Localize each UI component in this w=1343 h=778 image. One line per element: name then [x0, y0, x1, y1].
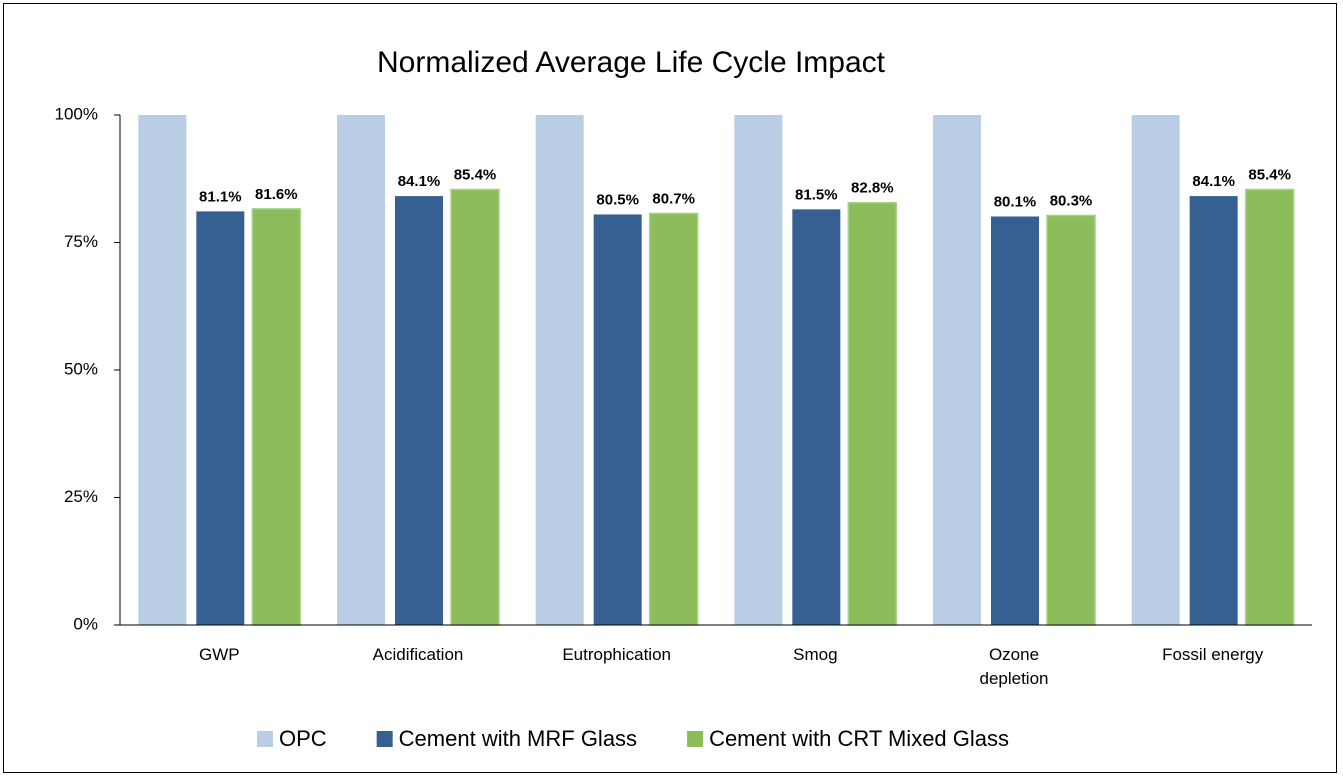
bar	[1046, 214, 1096, 626]
y-tick-label: 50%	[64, 359, 98, 378]
data-label: 85.4%	[454, 166, 497, 183]
x-tick-label: Acidification	[372, 645, 464, 664]
y-tick-label: 25%	[64, 487, 98, 506]
bar	[535, 115, 584, 625]
data-label: 80.7%	[652, 190, 695, 207]
bar	[734, 115, 783, 625]
bar	[1244, 188, 1295, 626]
legend-label: Cement with MRF Glass	[399, 726, 637, 751]
chart-title: Normalized Average Life Cycle Impact	[377, 46, 886, 79]
bar	[196, 211, 245, 625]
legend-swatch	[256, 731, 273, 747]
bar	[450, 188, 500, 626]
bar	[1189, 196, 1238, 625]
x-tick-label: Eutrophication	[562, 645, 671, 664]
bar	[1131, 115, 1180, 625]
legend-item: OPC	[256, 726, 327, 751]
bar	[792, 209, 841, 625]
data-label: 81.5%	[795, 186, 838, 203]
chart-border	[3, 3, 1337, 773]
legend-swatch	[376, 731, 393, 747]
bar	[991, 216, 1039, 626]
data-label: 82.8%	[851, 180, 894, 197]
legend-item: Cement with CRT Mixed Glass	[687, 726, 1009, 751]
y-tick-label: 75%	[64, 232, 98, 251]
data-label: 81.1%	[199, 188, 242, 205]
x-tick-label: Smog	[793, 645, 838, 664]
bar	[251, 208, 302, 626]
legend-label: OPC	[279, 726, 327, 751]
legend-swatch	[687, 731, 704, 747]
bar	[933, 115, 981, 625]
bar	[395, 196, 443, 625]
data-label: 81.6%	[255, 186, 298, 203]
x-tick-label: GWP	[199, 645, 240, 664]
data-label: 85.4%	[1248, 166, 1291, 183]
bar	[648, 212, 699, 626]
data-label: 80.5%	[596, 191, 639, 208]
data-label: 84.1%	[398, 173, 441, 190]
x-tick-label: Ozone depletion	[979, 645, 1049, 688]
y-tick-label: 100%	[55, 104, 98, 123]
data-label: 84.1%	[1192, 173, 1235, 190]
x-tick-label: Fossil energy	[1162, 645, 1264, 664]
bar	[847, 201, 898, 626]
legend-item: Cement with MRF Glass	[376, 726, 637, 751]
data-label: 80.3%	[1050, 192, 1093, 209]
bar	[337, 115, 385, 625]
data-label: 80.1%	[994, 193, 1037, 210]
bar	[593, 214, 642, 625]
legend-label: Cement with CRT Mixed Glass	[709, 726, 1009, 751]
bar	[138, 115, 187, 625]
y-tick-label: 0%	[73, 614, 98, 633]
